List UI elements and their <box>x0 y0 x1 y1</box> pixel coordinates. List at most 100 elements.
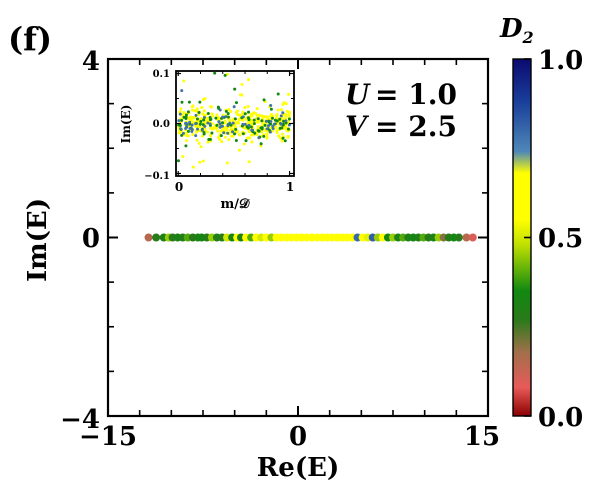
inset-point <box>241 122 245 126</box>
inset-point <box>218 125 222 129</box>
inset-point <box>185 139 189 143</box>
inset-point <box>198 160 202 164</box>
inset-point <box>212 125 216 129</box>
inset-point <box>243 106 247 110</box>
inset-point <box>216 105 220 109</box>
eigenvalue-point <box>144 233 153 242</box>
eigenvalue-point <box>468 233 477 242</box>
inset-point <box>256 126 260 130</box>
inset-point <box>242 142 246 146</box>
inset-point <box>234 127 238 131</box>
inset-point <box>209 105 213 109</box>
y-axis-label: Im(E) <box>23 198 53 282</box>
inset-point <box>184 127 188 131</box>
inset-point <box>255 113 259 117</box>
inset-point <box>243 112 247 116</box>
inset-point <box>265 136 269 140</box>
inset-point <box>233 117 237 121</box>
inset-point <box>247 78 251 82</box>
inset-point <box>232 105 236 109</box>
inset-point <box>223 135 227 139</box>
inset-point <box>215 113 219 117</box>
colorbar-tick-label-middle: 0.5 <box>538 224 583 254</box>
inset-point <box>243 122 247 126</box>
inset-point <box>191 165 195 169</box>
main-major-ticks <box>107 58 489 417</box>
inset-point <box>269 119 273 123</box>
inset-point <box>226 112 230 116</box>
inset-point <box>184 115 188 119</box>
inset-point <box>233 87 237 91</box>
inset-point <box>234 101 238 105</box>
inset-point <box>226 131 230 135</box>
inset-point <box>265 127 269 131</box>
inset-point <box>185 134 189 138</box>
inset-point <box>247 123 251 127</box>
inset-point <box>181 154 185 158</box>
inset-y-axis-label: Im(E) <box>119 105 133 144</box>
inset-point <box>259 126 263 130</box>
inset-point <box>280 116 284 120</box>
y-tick-label-bottom: −4 <box>60 405 100 435</box>
inset-point <box>176 159 180 163</box>
inset-point <box>218 108 222 112</box>
inset-point <box>224 115 228 119</box>
inset-point <box>203 127 207 131</box>
inset-point <box>179 127 183 131</box>
inset-x-axis-label: m/𝒟 <box>221 197 251 212</box>
inset-point <box>233 132 237 136</box>
inset-point <box>274 126 278 130</box>
inset-point <box>269 112 273 116</box>
inset-point <box>186 129 190 133</box>
inset-point <box>206 130 210 134</box>
inset-point <box>240 93 244 97</box>
inset-point <box>281 136 285 140</box>
inset-point <box>237 148 241 152</box>
inset-point <box>246 136 250 140</box>
inset-point <box>187 100 191 104</box>
inset-point <box>226 124 230 128</box>
inset-point <box>178 110 182 114</box>
inset-point <box>283 139 287 143</box>
inset-point <box>276 92 280 96</box>
inset-point <box>214 116 218 120</box>
inset-point <box>222 129 226 133</box>
inset-point <box>246 116 250 120</box>
inset-point <box>206 112 210 116</box>
annotation-v: V = 2.5 <box>345 110 457 143</box>
inset-point <box>280 132 284 136</box>
inset-point <box>217 135 221 139</box>
inset-point <box>257 129 261 133</box>
inset-point <box>180 118 184 122</box>
inset-point <box>255 107 259 111</box>
inset-point <box>219 134 223 138</box>
inset-point <box>250 140 254 144</box>
inset-point <box>228 129 232 133</box>
inset-point <box>241 132 245 136</box>
inset-point <box>206 121 210 125</box>
inset-point <box>237 118 241 122</box>
inset-point <box>247 110 251 114</box>
inset-point <box>178 112 182 116</box>
inset-point <box>250 119 254 123</box>
colorbar-tick-label-bottom: 0.0 <box>538 403 583 433</box>
inset-point <box>219 129 223 133</box>
inset-scatter-points <box>176 71 291 169</box>
inset-point <box>262 121 266 125</box>
inset-point <box>194 124 198 128</box>
colorbar-tick-label-top: 1.0 <box>538 46 583 76</box>
inset-point <box>252 118 256 122</box>
inset-point <box>200 106 204 110</box>
inset-point <box>273 118 277 122</box>
inset-point <box>255 133 259 137</box>
inset-point <box>202 118 206 122</box>
colorbar-title-text: D2 <box>499 14 534 47</box>
inset-point <box>196 127 200 131</box>
inset-point <box>227 138 231 142</box>
inset-point <box>194 134 198 138</box>
inset-point <box>202 109 206 113</box>
inset-point <box>238 133 242 137</box>
inset-point <box>263 123 267 127</box>
inset-point <box>208 115 212 119</box>
eigenvalue-point <box>454 233 463 242</box>
